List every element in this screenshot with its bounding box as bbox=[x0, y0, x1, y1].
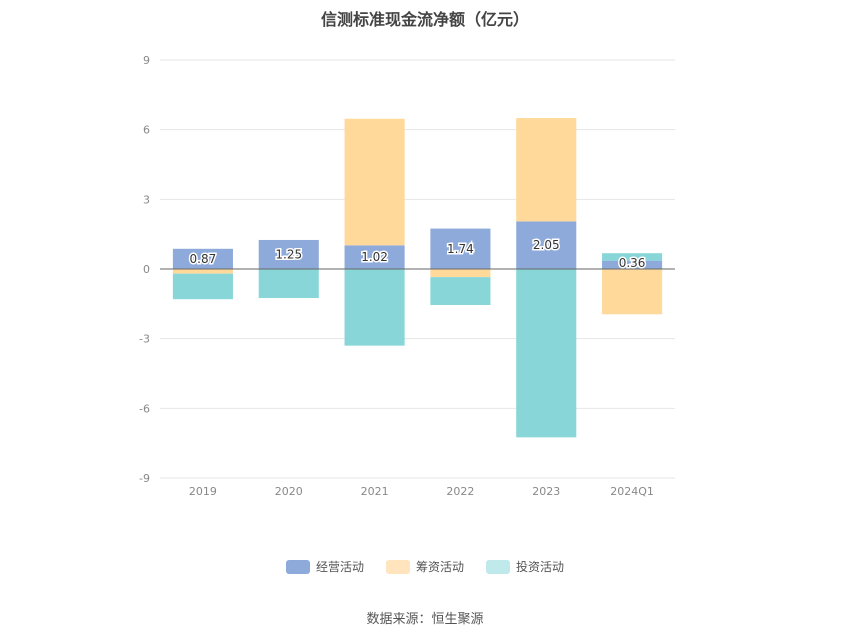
bar-financing bbox=[344, 118, 405, 246]
bar-financing bbox=[430, 269, 491, 278]
bar-operating bbox=[258, 239, 319, 269]
data-label: 1.25 bbox=[275, 247, 302, 261]
y-tick-label: 6 bbox=[143, 124, 150, 137]
stacked-bar-chart: 9 6 3 0 -3 -6 -9 2019 2020 2021 2022 2023 2024Q1 0.87… bbox=[139, 54, 675, 498]
y-tick-label: 3 bbox=[143, 193, 150, 206]
data-label: 1.02 bbox=[361, 250, 388, 264]
bar-investing bbox=[516, 269, 577, 438]
y-tick-label: -6 bbox=[139, 402, 150, 415]
legend: 经营活动 筹资活动 投资活动 bbox=[0, 558, 850, 575]
legend-label-operating: 经营活动 bbox=[315, 560, 364, 574]
legend-item-financing[interactable]: 筹资活动 bbox=[385, 558, 464, 575]
bar-operating bbox=[344, 245, 405, 269]
bar-financing bbox=[602, 269, 663, 315]
x-tick-label: 2022 bbox=[446, 485, 474, 498]
y-tick-label: -9 bbox=[139, 472, 150, 485]
x-tick-label: 2023 bbox=[532, 485, 560, 498]
data-label: 2.05 bbox=[533, 238, 560, 252]
bar-investing bbox=[172, 273, 233, 300]
x-tick-label: 2019 bbox=[189, 485, 217, 498]
bar-operating bbox=[602, 260, 663, 269]
legend-label-investing: 投资活动 bbox=[516, 560, 565, 574]
x-tick-label: 2024Q1 bbox=[610, 485, 654, 498]
bar-investing bbox=[344, 269, 405, 346]
data-source: 数据来源：恒生聚源 bbox=[366, 612, 484, 627]
bar-investing bbox=[430, 277, 491, 305]
bar-financing bbox=[516, 118, 577, 222]
bar-operating bbox=[430, 228, 491, 269]
data-label: 0.87 bbox=[190, 252, 217, 266]
legend-item-operating[interactable]: 经营活动 bbox=[285, 558, 364, 575]
bar-investing bbox=[258, 269, 319, 299]
x-tick-label: 2021 bbox=[361, 485, 389, 498]
y-tick-label: 9 bbox=[143, 54, 150, 67]
legend-swatch-operating bbox=[285, 559, 310, 574]
data-label: 0.36 bbox=[619, 256, 646, 270]
x-tick-label: 2020 bbox=[275, 485, 303, 498]
chart-title: 信测标准现金流净额（亿元） bbox=[320, 10, 529, 29]
legend-swatch-financing bbox=[385, 559, 410, 574]
bar-operating bbox=[172, 248, 233, 269]
legend-label-financing: 筹资活动 bbox=[415, 560, 464, 574]
data-label: 1.74 bbox=[447, 242, 474, 256]
y-tick-label: 0 bbox=[143, 263, 150, 276]
legend-swatch-investing bbox=[486, 559, 510, 574]
y-tick-label: -3 bbox=[139, 333, 150, 346]
bar-financing bbox=[172, 269, 233, 274]
bar-operating bbox=[516, 221, 577, 269]
legend-item-investing[interactable]: 投资活动 bbox=[486, 558, 564, 575]
bar-investing bbox=[602, 253, 663, 261]
